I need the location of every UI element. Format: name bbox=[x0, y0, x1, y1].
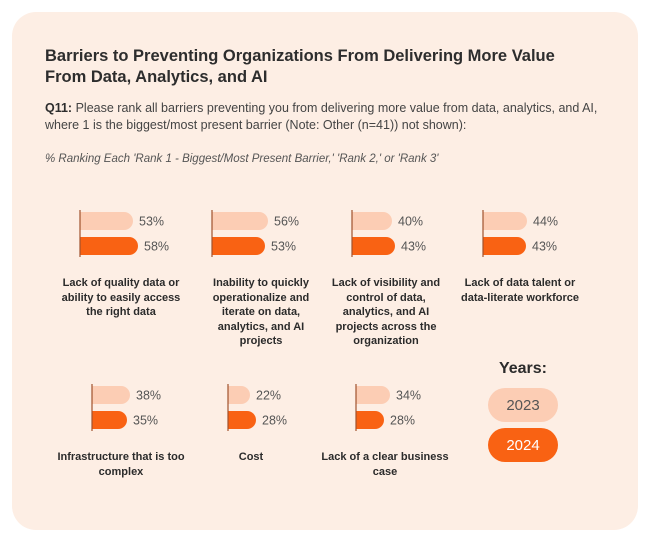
bar-2023-1 bbox=[80, 212, 133, 230]
bar-2024-4 bbox=[483, 237, 526, 255]
data-label-2023-2: 56% bbox=[274, 215, 299, 229]
data-label-2023-4: 44% bbox=[533, 215, 558, 229]
question-text: Q11: Please rank all barriers preventing… bbox=[45, 100, 605, 134]
bar-2023-6 bbox=[228, 386, 250, 404]
chart-title: Barriers to Preventing Organizations Fro… bbox=[45, 47, 555, 86]
data-label-2024-1: 58% bbox=[144, 240, 169, 254]
bar-2024-2 bbox=[212, 237, 265, 255]
category-label-3: Lack of visibility and control of data, … bbox=[331, 277, 441, 347]
data-label-2024-6: 28% bbox=[262, 414, 287, 428]
bar-2023-5 bbox=[92, 386, 130, 404]
bar-2024-3 bbox=[352, 237, 395, 255]
legend-item-2024: 2024 bbox=[488, 428, 558, 462]
category-label-6: Cost bbox=[238, 451, 264, 463]
category-label-4: Lack of data talent or data-literate wor… bbox=[461, 277, 579, 304]
bar-2024-7 bbox=[356, 411, 384, 429]
question-body: Please rank all barriers preventing you … bbox=[45, 101, 598, 132]
question-label: Q11: bbox=[45, 101, 73, 115]
data-label-2024-2: 53% bbox=[271, 240, 296, 254]
category-label-7: Lack of a clear business case bbox=[321, 451, 449, 478]
category-label-2: Inability to quickly operationalize and … bbox=[212, 277, 310, 347]
category-label-5: Infrastructure that is too complex bbox=[57, 451, 185, 478]
data-label-2024-7: 28% bbox=[390, 414, 415, 428]
category-label-1: Lack of quality data or ability to easil… bbox=[61, 277, 181, 318]
bar-2023-7 bbox=[356, 386, 390, 404]
data-label-2023-6: 22% bbox=[256, 389, 281, 403]
data-label-2024-3: 43% bbox=[401, 240, 426, 254]
data-label-2023-1: 53% bbox=[139, 215, 164, 229]
bar-2023-2 bbox=[212, 212, 268, 230]
bar-2023-4 bbox=[483, 212, 527, 230]
bar-2024-6 bbox=[228, 411, 256, 429]
data-label-2024-5: 35% bbox=[133, 414, 158, 428]
bar-2023-3 bbox=[352, 212, 392, 230]
data-label-2023-3: 40% bbox=[398, 215, 423, 229]
legend-title: Years: bbox=[498, 360, 548, 377]
legend-item-2023: 2023 bbox=[488, 388, 558, 422]
bar-2024-5 bbox=[92, 411, 127, 429]
data-label-2023-5: 38% bbox=[136, 389, 161, 403]
bar-2024-1 bbox=[80, 237, 138, 255]
data-label-2023-7: 34% bbox=[396, 389, 421, 403]
chart-subtitle: % Ranking Each 'Rank 1 - Biggest/Most Pr… bbox=[45, 153, 439, 165]
data-label-2024-4: 43% bbox=[532, 240, 557, 254]
